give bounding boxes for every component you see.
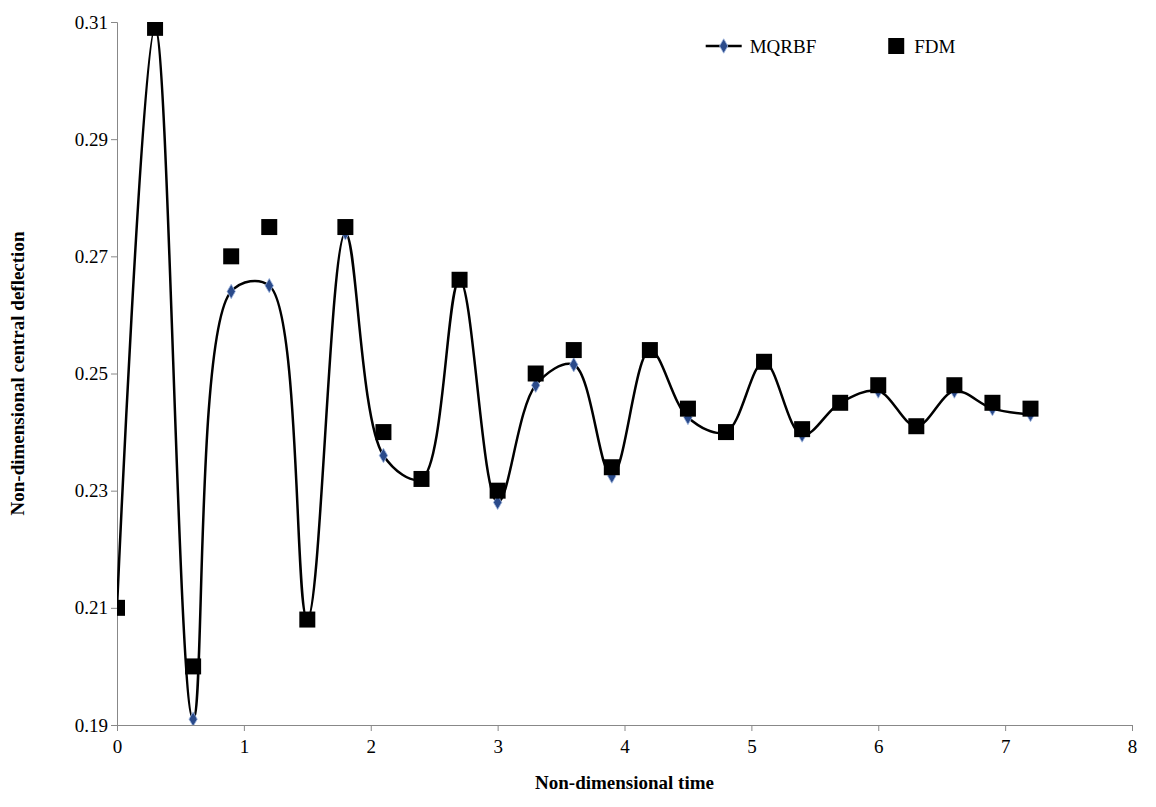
marker (566, 342, 582, 358)
x-axis: 0 1 2 3 4 5 6 7 8 (113, 725, 1138, 757)
y-tick-mark (111, 725, 117, 726)
marker (337, 219, 353, 235)
y-tick-label: 0.21 (75, 597, 108, 618)
marker (756, 354, 772, 370)
marker (147, 22, 163, 36)
y-axis-line (111, 23, 118, 726)
y-tick-mark (111, 139, 117, 140)
y-tick: 0.25 (75, 363, 117, 384)
legend-label: FDM (914, 36, 955, 57)
x-tick: 4 (620, 725, 630, 757)
legend: MQRBF FDM (706, 36, 956, 57)
marker (908, 418, 924, 434)
y-tick: 0.21 (75, 597, 117, 618)
y-tick-mark (111, 374, 117, 375)
y-axis-title: Non-dimensional central deflection (7, 231, 28, 515)
legend-label: MQRBF (750, 36, 817, 57)
x-tick-label: 3 (493, 736, 503, 757)
y-tick-mark (111, 22, 117, 23)
x-tick: 2 (367, 725, 377, 757)
legend-marker (720, 39, 728, 53)
x-tick-label: 6 (874, 736, 884, 757)
x-tick-label: 2 (367, 736, 377, 757)
x-tick-mark (751, 725, 752, 731)
y-tick-mark (111, 256, 117, 257)
x-tick: 1 (240, 725, 250, 757)
marker (642, 342, 658, 358)
marker (185, 658, 201, 674)
y-tick: 0.31 (75, 12, 117, 33)
y-tick: 0.19 (75, 715, 117, 736)
marker (452, 272, 468, 288)
marker (528, 366, 544, 382)
x-tick-mark (625, 725, 626, 731)
x-tick: 7 (1001, 725, 1011, 757)
marker (414, 471, 430, 487)
chart: 0 1 2 3 4 5 6 7 8 0.19 0.21 0.23 0.25 0.27 0.29 0.31 Non… (0, 0, 1156, 807)
y-tick-mark (111, 491, 117, 492)
marker (718, 424, 734, 440)
marker (261, 219, 277, 235)
x-axis-line (118, 726, 1133, 732)
marker (223, 248, 239, 264)
plot: 0 1 2 3 4 5 6 7 8 0.19 0.21 0.23 0.25 0.27 0.29 0.31 (75, 12, 1138, 757)
y-tick-mark (111, 608, 117, 609)
marker (265, 278, 273, 292)
legend-item: MQRBF (706, 36, 817, 57)
x-tick-mark (1005, 725, 1006, 731)
x-tick-mark (878, 725, 879, 731)
marker (490, 483, 506, 499)
x-axis-title: Non-dimensional time (535, 772, 714, 793)
marker (375, 424, 391, 440)
y-tick-label: 0.25 (75, 363, 108, 384)
x-tick-label: 0 (113, 736, 123, 757)
legend-item: FDM (888, 36, 955, 57)
x-tick-label: 8 (1128, 736, 1138, 757)
data (117, 22, 1039, 725)
x-tick-label: 1 (240, 736, 250, 757)
marker (832, 395, 848, 411)
marker (984, 395, 1000, 411)
marker (117, 600, 125, 616)
marker (680, 401, 696, 417)
marker (227, 284, 235, 298)
x-tick: 5 (747, 725, 757, 757)
y-tick-label: 0.31 (75, 12, 108, 33)
marker (299, 612, 315, 628)
marker (1023, 401, 1039, 417)
x-tick-mark (1132, 725, 1133, 731)
marker (946, 377, 962, 393)
x-tick-mark (498, 725, 499, 731)
y-tick: 0.27 (75, 246, 117, 267)
marker (189, 712, 197, 725)
series-line (117, 28, 1031, 719)
x-tick-label: 7 (1001, 736, 1011, 757)
marker (604, 459, 620, 475)
y-axis: 0.19 0.21 0.23 0.25 0.27 0.29 0.31 (75, 12, 118, 736)
x-tick-mark (371, 725, 372, 731)
x-tick: 8 (1128, 725, 1138, 757)
x-tick-mark (244, 725, 245, 731)
y-tick: 0.23 (75, 480, 117, 501)
y-tick-label: 0.29 (75, 129, 108, 150)
y-tick-label: 0.27 (75, 246, 108, 267)
x-tick-label: 5 (747, 736, 757, 757)
x-tick: 3 (493, 725, 503, 757)
marker (870, 377, 886, 393)
y-tick: 0.29 (75, 129, 117, 150)
legend-marker (888, 38, 904, 54)
y-tick-label: 0.23 (75, 480, 108, 501)
x-tick: 0 (113, 725, 123, 757)
x-tick-label: 4 (620, 736, 630, 757)
marker (794, 421, 810, 437)
marker (379, 448, 387, 462)
x-tick: 6 (874, 725, 884, 757)
y-tick-label: 0.19 (75, 715, 108, 736)
marker (570, 358, 578, 372)
